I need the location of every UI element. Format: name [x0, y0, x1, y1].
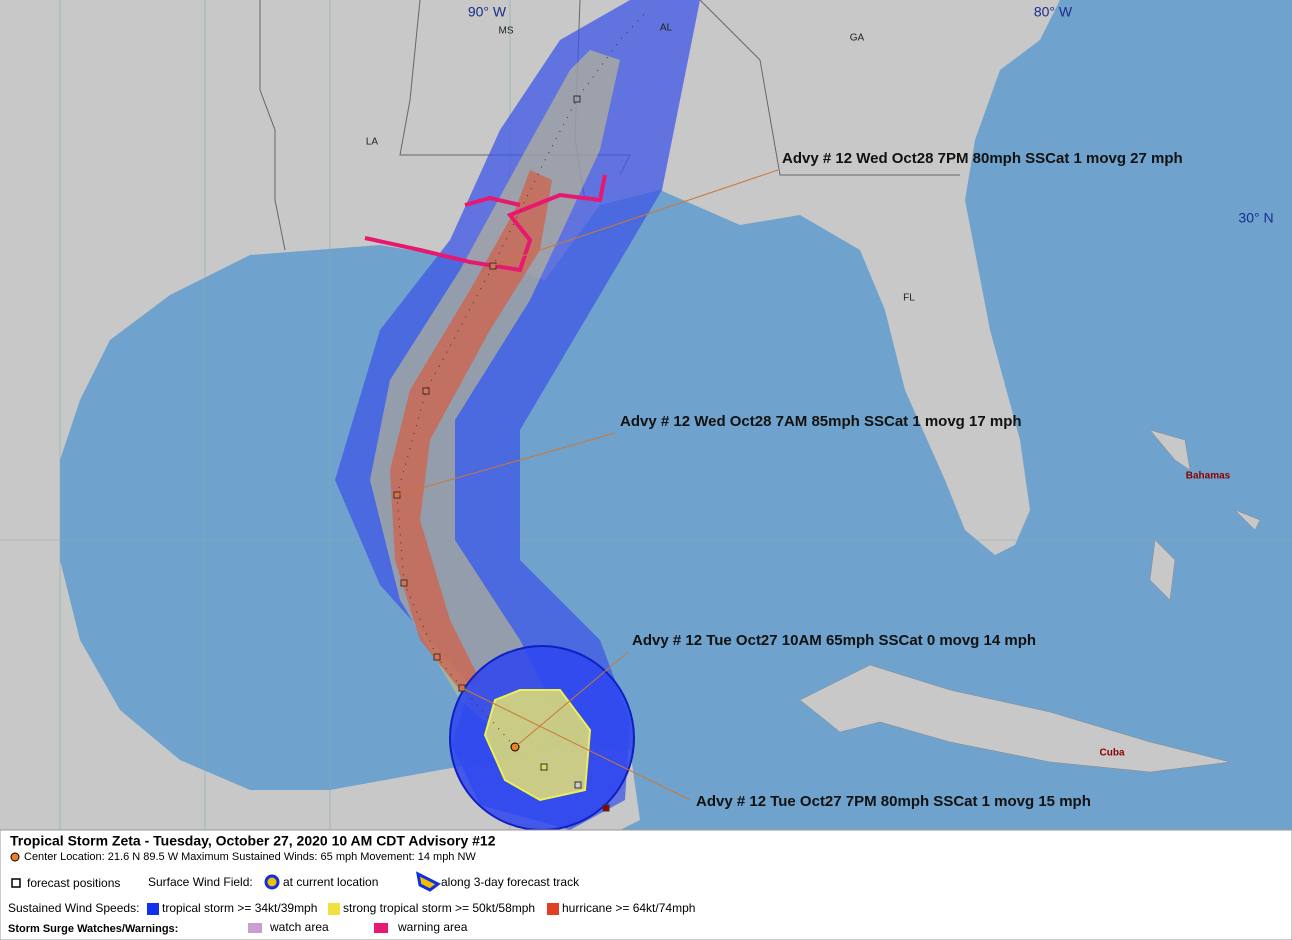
legend-text: forecast positions — [27, 876, 120, 890]
legend-text: tropical storm >= 34kt/39mph — [162, 901, 317, 915]
grid-label: 30° N — [1238, 210, 1273, 226]
region-label: GA — [850, 33, 865, 44]
grid-label: 80° W — [1034, 4, 1073, 20]
advisory-label: Advy # 12 Wed Oct28 7AM 85mph SSCat 1 mo… — [620, 413, 1022, 430]
legend-title: Tropical Storm Zeta - Tuesday, October 2… — [10, 833, 496, 849]
surge-warning — [364, 174, 607, 273]
region-label: LA — [366, 137, 379, 148]
swatch — [248, 923, 262, 933]
legend-text: Sustained Wind Speeds: — [8, 901, 139, 915]
legend-text: strong tropical storm >= 50kt/58mph — [343, 901, 535, 915]
legend-text: at current location — [283, 875, 378, 889]
legend-text: watch area — [269, 920, 329, 934]
legend-details: Center Location: 21.6 N 89.5 W Maximum S… — [24, 851, 476, 863]
forecast-icon — [11, 878, 21, 888]
region-label: AL — [660, 23, 673, 34]
hurricane-winds — [390, 170, 552, 690]
advisory-label: Advy # 12 Tue Oct27 10AM 65mph SSCat 0 m… — [632, 632, 1036, 649]
legend-text: hurricane >= 64kt/74mph — [562, 901, 695, 915]
grid-label: 90° W — [468, 4, 507, 20]
legend-panel — [0, 829, 1292, 940]
swatch — [547, 903, 559, 915]
legend-text: warning area — [397, 920, 468, 934]
ocean — [60, 0, 1292, 830]
region-label: MS — [499, 26, 514, 37]
wind-icon — [264, 874, 280, 890]
advisory-label: Advy # 12 Tue Oct27 7PM 80mph SSCat 1 mo… — [696, 793, 1091, 810]
leader-lines — [396, 169, 779, 801]
strong-ts-wind-field — [483, 689, 592, 802]
swatch — [147, 903, 159, 915]
swatch — [374, 923, 388, 933]
legend-text: Storm Surge Watches/Warnings: — [8, 923, 178, 935]
advisory-label: Advy # 12 Wed Oct28 7PM 80mph SSCat 1 mo… — [782, 150, 1183, 167]
cuba — [799, 664, 1231, 773]
legend-text: along 3-day forecast track — [441, 875, 580, 889]
swatch — [328, 903, 340, 915]
center-icon — [10, 852, 20, 862]
region-label: Bahamas — [1186, 471, 1231, 482]
bahamas — [1149, 429, 1261, 601]
region-label: Cuba — [1100, 748, 1125, 759]
legend-text: Surface Wind Field: — [148, 875, 253, 889]
region-label: FL — [903, 293, 915, 304]
track-icon — [415, 871, 441, 892]
